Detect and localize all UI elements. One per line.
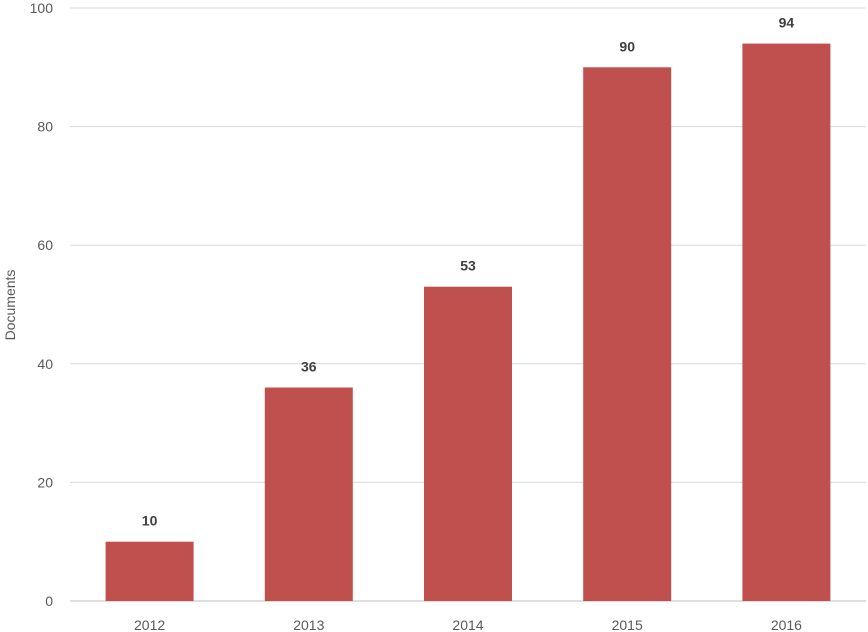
- bar-2013: [264, 387, 353, 601]
- bars: [105, 43, 831, 602]
- data-labels: 10 36 53 90 94: [142, 15, 795, 529]
- y-tick-label: 20: [37, 474, 53, 490]
- data-label-2013: 36: [301, 359, 317, 375]
- x-tick-label-2013: 2013: [293, 617, 324, 632]
- x-tick-label-2015: 2015: [612, 617, 643, 632]
- x-tick-label-2012: 2012: [134, 617, 165, 632]
- x-tick-label-2016: 2016: [771, 617, 802, 632]
- data-label-2015: 90: [619, 38, 635, 54]
- data-label-2016: 94: [779, 15, 795, 31]
- y-axis-title: Documents: [2, 270, 18, 341]
- bar-2016: [742, 43, 831, 601]
- y-tick-label: 60: [37, 237, 53, 253]
- y-tick-label: 100: [30, 0, 54, 16]
- y-tick-label: 0: [45, 593, 53, 609]
- bar-2014: [424, 286, 512, 601]
- x-tick-label-2014: 2014: [452, 617, 483, 632]
- y-axis-ticks: 0 20 40 60 80 100: [30, 0, 54, 609]
- y-tick-label: 80: [37, 119, 53, 135]
- bar-2012: [105, 541, 194, 601]
- x-axis-ticks: 2012 2013 2014 2015 2016: [134, 617, 802, 632]
- data-label-2012: 10: [142, 513, 158, 529]
- bar-2015: [583, 67, 672, 602]
- y-tick-label: 40: [37, 356, 53, 372]
- data-label-2014: 53: [460, 258, 476, 274]
